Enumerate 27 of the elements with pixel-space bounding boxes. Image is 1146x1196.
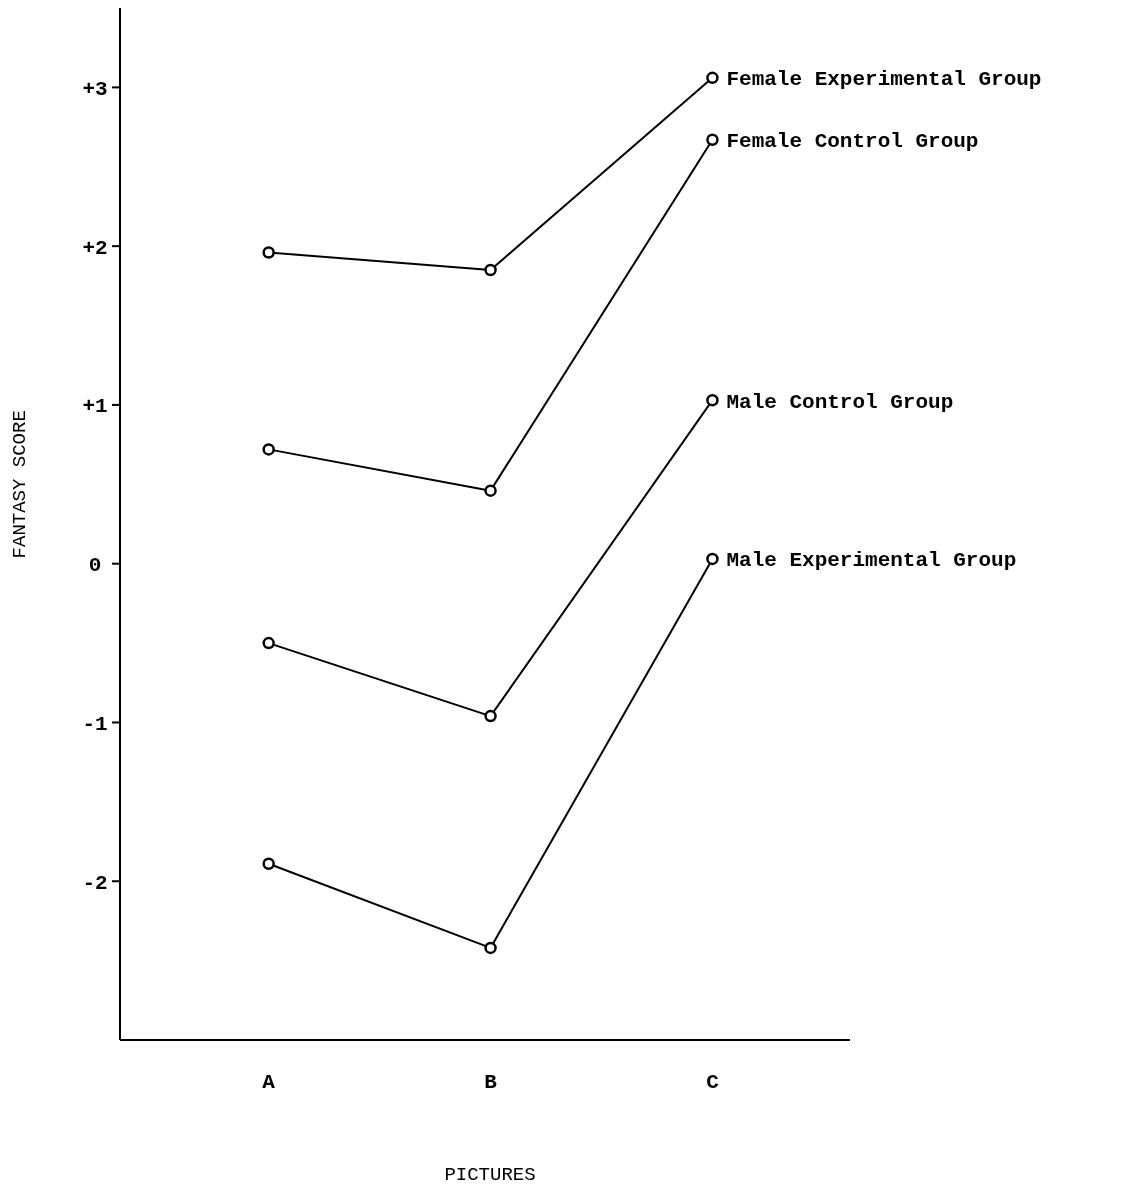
point [262, 246, 275, 259]
series-label: Male Control Group [726, 390, 954, 414]
y-tick-label: -1 [82, 712, 108, 736]
x-tick-label: A [262, 1071, 276, 1094]
point [706, 133, 719, 147]
point [706, 552, 719, 566]
y-tick-label: 0 [88, 554, 102, 578]
series-label: Female Experimental Group [726, 68, 1042, 92]
point [484, 941, 497, 955]
point [484, 484, 497, 497]
x-tick-label: C [706, 1071, 720, 1094]
x-tick-label: B [484, 1071, 498, 1094]
series-label: Male Experimental Group [726, 549, 1017, 573]
y-tick-label: +3 [82, 77, 108, 101]
point [484, 263, 497, 277]
y-tick-label: +1 [82, 395, 108, 419]
point [484, 709, 497, 723]
point [262, 636, 275, 650]
point [262, 857, 275, 871]
y-tick-label: +2 [82, 236, 108, 260]
point [262, 443, 275, 456]
series-label: Female Control Group [726, 130, 979, 154]
y-axis-title: FANTASY SCORE [9, 410, 31, 559]
x-axis-title: PICTURES [444, 1164, 536, 1186]
point [706, 393, 719, 407]
y-tick-label: -2 [82, 871, 108, 895]
point [706, 71, 719, 85]
